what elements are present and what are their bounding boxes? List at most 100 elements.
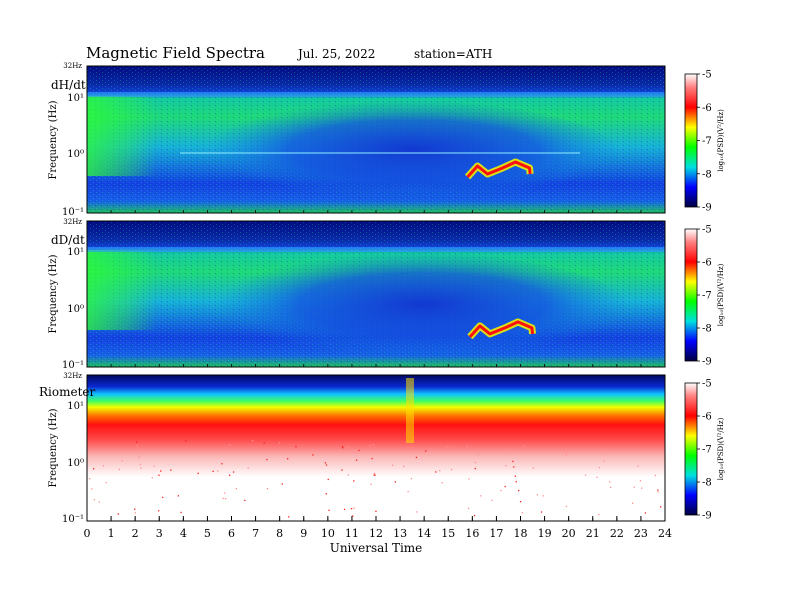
noise-dot — [358, 449, 360, 452]
noise-dot — [229, 449, 232, 451]
noise-dot — [93, 499, 96, 501]
noise-dot — [477, 453, 479, 455]
noise-dot — [468, 507, 470, 510]
y-axis-label: Frequency (Hz) — [48, 100, 59, 179]
x-tick-label: 15 — [441, 527, 455, 540]
panel-label: Riometer — [39, 385, 96, 399]
noise-dot — [474, 461, 476, 464]
noise-dot — [197, 472, 199, 474]
noise-dot — [468, 478, 470, 480]
figure-title: Magnetic Field Spectra — [86, 44, 265, 62]
noise-dot — [266, 458, 268, 461]
noise-dot — [151, 477, 153, 479]
noise-dot — [278, 442, 281, 444]
noise-dot — [235, 488, 237, 490]
spectrogram-quiet-region — [160, 100, 620, 210]
noise-dot — [598, 513, 600, 516]
colorbar-tick-label: -5 — [702, 379, 712, 390]
noise-dot — [121, 460, 123, 462]
noise-dot — [134, 512, 136, 514]
colorbar: -5 -6 -7 -8 -9 log₁₀(PSD)(V²/Hz) — [684, 225, 725, 368]
noise-dot — [565, 453, 567, 455]
noise-dot — [504, 485, 506, 488]
x-tick-label: 12 — [369, 527, 383, 540]
x-tick-label: 23 — [634, 527, 648, 540]
panel-label: dH/dt — [51, 78, 86, 92]
noise-dot — [391, 464, 394, 466]
burst-core — [468, 320, 535, 338]
x-tick-label: 9 — [300, 527, 307, 540]
noise-dot — [136, 445, 138, 447]
y-tick-label: 10⁰ — [67, 149, 84, 160]
noise-dot — [353, 507, 355, 509]
y-tick-label: 10¹ — [67, 401, 84, 412]
noise-dot — [565, 453, 567, 456]
noise-dot — [374, 474, 376, 476]
noise-dot — [407, 490, 409, 493]
noise-dot — [463, 450, 465, 452]
noise-dot — [134, 508, 136, 510]
noise-dot — [372, 444, 374, 446]
noise-dot — [177, 495, 179, 497]
spectrogram-line — [180, 152, 580, 154]
noise-dot — [439, 470, 441, 472]
y-tick-label: 10⁰ — [67, 304, 84, 315]
x-tick-label: 17 — [489, 527, 503, 540]
x-tick-label: 5 — [204, 527, 211, 540]
noise-dot — [325, 493, 327, 495]
y-tick-label: 10⁻¹ — [62, 360, 84, 371]
noise-dot — [657, 491, 659, 493]
x-tick-label: 21 — [586, 527, 600, 540]
noise-dot — [180, 511, 182, 514]
noise-dot — [632, 502, 634, 504]
noise-dot — [342, 447, 344, 449]
noise-dot — [644, 512, 647, 514]
top-freq-label: 32Hz — [63, 62, 82, 70]
noise-dot — [633, 486, 635, 488]
x-tick-label: 20 — [562, 527, 576, 540]
x-tick-label: 13 — [393, 527, 407, 540]
noise-dot — [514, 475, 516, 477]
noise-dot — [105, 481, 107, 484]
noise-dot — [325, 464, 328, 466]
x-tick-label: 19 — [538, 527, 552, 540]
colorbars: -5 -6 -7 -8 -9 log₁₀(PSD)(V²/Hz) -5 -6 -7 -8 -9 log… — [684, 70, 725, 522]
noise-dot — [435, 471, 437, 473]
noise-dot — [500, 489, 502, 492]
noise-dot — [518, 489, 520, 492]
x-tick-label: 10 — [321, 527, 335, 540]
colorbar-tick-label: -6 — [702, 258, 712, 269]
y-tick-label: 10⁻¹ — [62, 207, 84, 218]
y-tick-label: 10⁻¹ — [62, 514, 84, 525]
spectrogram-daytime-band — [87, 96, 157, 176]
colorbar-tick-label: -9 — [702, 357, 712, 368]
noise-dot — [352, 515, 354, 517]
x-tick-label: 24 — [658, 527, 672, 540]
noise-dot — [138, 456, 140, 458]
noise-dot — [536, 494, 539, 496]
noise-dot — [244, 499, 246, 502]
noise-dot — [212, 470, 214, 472]
noise-dot — [224, 498, 227, 500]
spectrogram-line — [87, 92, 665, 97]
y-axis-label: Frequency (Hz) — [48, 254, 59, 333]
noise-dot — [353, 480, 355, 482]
colorbar-tick-label: -8 — [702, 478, 712, 489]
noise-dot — [654, 474, 656, 477]
colorbar-label: log₁₀(PSD)(V²/Hz) — [717, 263, 725, 326]
noise-dot — [610, 486, 612, 488]
x-tick-label: 8 — [276, 527, 283, 540]
noise-dot — [167, 452, 169, 455]
noise-dot — [466, 446, 468, 448]
noise-dot — [609, 481, 611, 483]
noise-dot — [295, 446, 297, 448]
x-tick-label: 16 — [465, 527, 479, 540]
noise-dot — [370, 483, 372, 485]
x-tick-label: 18 — [514, 527, 528, 540]
y-tick-label: 10¹ — [67, 247, 84, 258]
noise-dot — [515, 481, 517, 483]
noise-dot — [91, 488, 93, 490]
noise-dot — [403, 465, 405, 468]
spectrogram-daytime-band — [87, 250, 157, 330]
noise-dot — [158, 510, 160, 512]
